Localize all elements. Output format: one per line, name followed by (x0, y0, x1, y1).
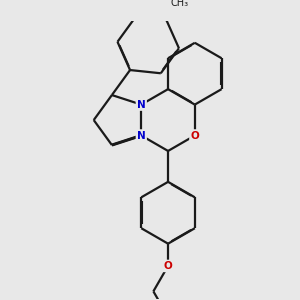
Text: O: O (164, 261, 172, 271)
Text: CH₃: CH₃ (170, 0, 188, 8)
Text: O: O (190, 130, 199, 140)
Text: N: N (137, 100, 146, 110)
Text: N: N (137, 130, 146, 140)
